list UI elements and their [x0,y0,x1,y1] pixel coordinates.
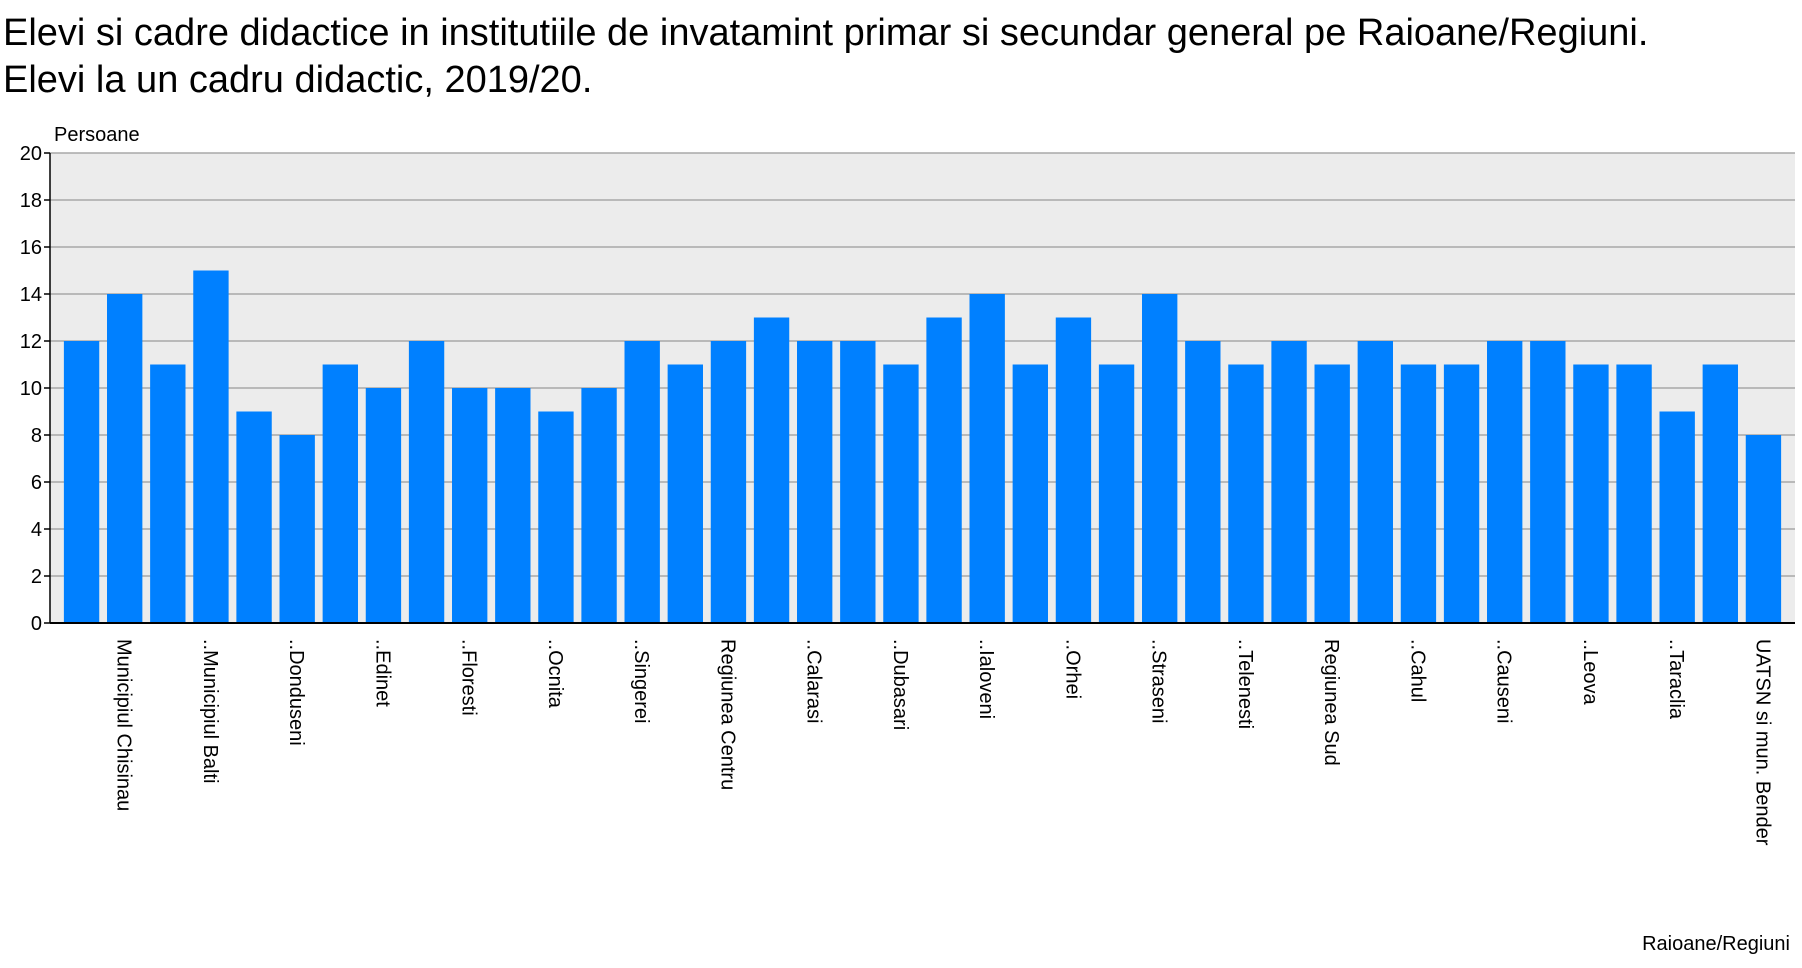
bar [1745,435,1782,623]
x-tick-label: Regiunea Centru [716,639,738,790]
x-tick-label: ..Edinet [371,639,393,707]
x-tick-label: Regiunea Sud [1320,639,1342,766]
bar [1271,341,1307,623]
bar [322,364,358,623]
y-tick-label: 4 [31,519,42,541]
bar [107,294,143,623]
bar [1055,317,1092,623]
bar [926,317,962,623]
bar [1443,364,1480,623]
bar [150,364,186,623]
bar [624,341,660,623]
bar [1487,341,1523,623]
x-tick-label: Municipiul Chisinau [113,639,135,811]
bar [883,364,919,623]
bar [1616,364,1652,623]
x-tick-label: UATSN si mun. Bender [1751,639,1773,846]
x-tick-label: ..Straseni [1148,639,1170,723]
y-tick-label: 8 [31,425,42,447]
x-tick-label: ..Taraclia [1665,639,1687,720]
bar [797,341,833,623]
x-tick-label: ..Leova [1579,639,1601,705]
bar [1314,364,1350,623]
y-tick-label: 18 [20,190,42,212]
bars [63,270,1782,623]
y-tick-label: 20 [20,143,42,165]
bar [1228,364,1264,623]
bar [452,388,488,623]
y-tick-label: 16 [20,237,42,259]
y-tick-label: 14 [20,284,42,306]
y-tick-label: 0 [31,613,42,635]
x-tick-label: ..Dubasari [889,639,911,730]
x-axis-title: Raioane/Regiuni [1642,933,1790,955]
x-tick-label: ..Cahul [1406,639,1428,702]
y-tick-label: 6 [31,472,42,494]
y-tick-label: 2 [31,566,42,588]
bar [1702,364,1738,623]
x-axis-tick-labels: Municipiul Chisinau ..Municipiul Balti ..D… [113,639,1774,846]
x-tick-label: ..Floresti [458,639,480,716]
bar [667,364,703,623]
bar [753,317,790,623]
bar [840,341,876,623]
bar [408,341,445,623]
x-tick-label: ..Calarasi [803,639,825,723]
bar [969,294,1005,623]
bar [495,388,531,623]
bar [538,411,574,623]
bar [1012,364,1048,623]
y-tick-label: 10 [20,378,42,400]
bar [1142,294,1178,623]
y-axis-ticks: 0 2 4 6 8 10 12 14 16 18 20 [20,143,50,635]
bar [1530,341,1566,623]
bar [710,341,747,623]
chart-title: Elevi si cadre didactice in institutiile… [3,10,1793,104]
x-tick-label: ..Singerei [630,639,652,724]
bar [365,388,402,623]
bar [279,435,315,623]
bar [1573,364,1609,623]
bar [1659,411,1695,623]
x-tick-label: ..Ocnita [544,639,566,709]
bar [1400,364,1437,623]
bar [581,388,617,623]
chart-title-line-2: Elevi la un cadru didactic, 2019/20. [3,59,593,101]
y-axis-title: Persoane [54,124,140,146]
x-tick-label: ..Telenesti [1234,639,1256,729]
bar [1357,341,1393,623]
chart-title-line-1: Elevi si cadre didactice in institutiile… [3,12,1649,54]
y-tick-label: 12 [20,331,42,353]
x-tick-label: ..Municipiul Balti [199,639,221,784]
bar [1185,341,1221,623]
bar [193,270,229,623]
x-tick-label: ..Orhei [1061,639,1083,699]
x-tick-label: ..Causeni [1493,639,1515,724]
bar [1098,364,1135,623]
x-tick-label: ..Ialoveni [975,639,997,719]
x-tick-label: ..Donduseni [285,639,307,746]
bar [236,411,272,623]
bar [63,341,100,623]
